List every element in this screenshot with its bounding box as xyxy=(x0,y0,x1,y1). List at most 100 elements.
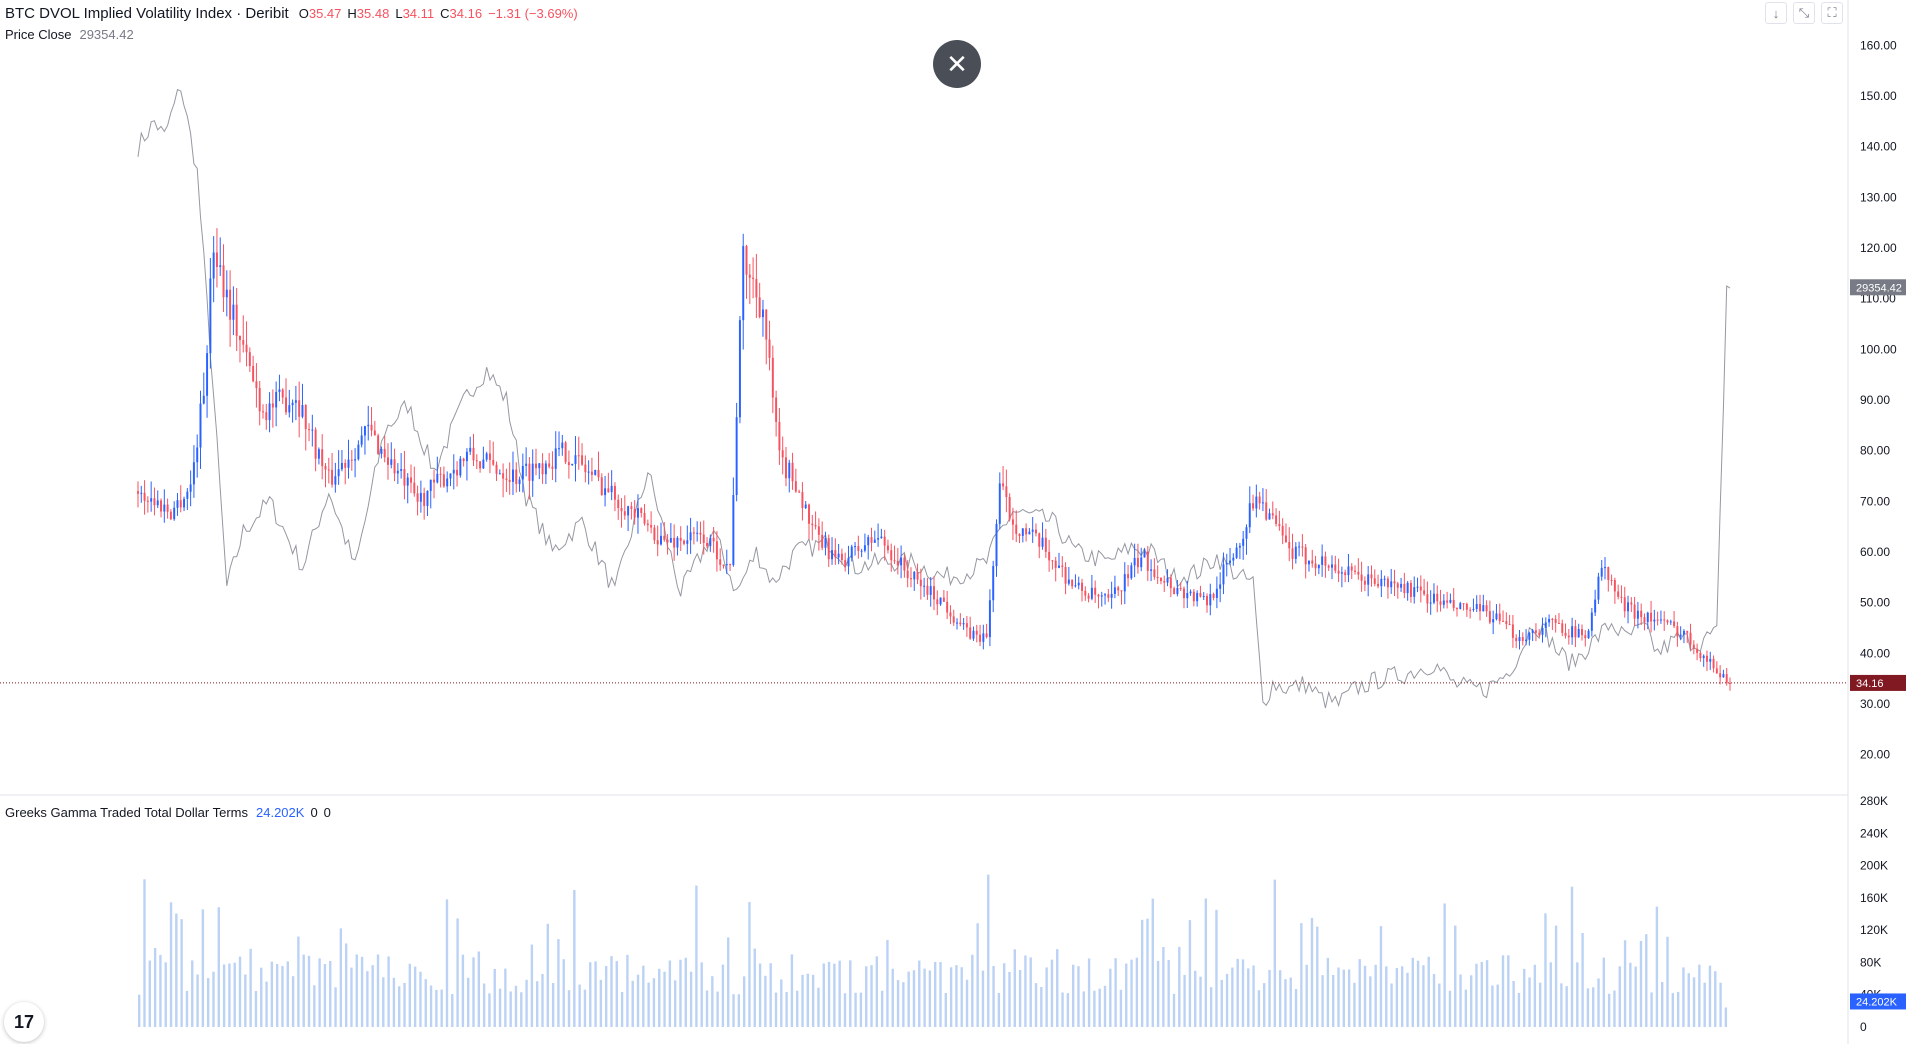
candle-body xyxy=(212,252,215,279)
candle xyxy=(886,539,889,554)
candle xyxy=(1232,553,1235,566)
candle-body xyxy=(1071,579,1074,587)
candle-body xyxy=(660,535,662,545)
candle-body xyxy=(1232,557,1235,561)
candle-body xyxy=(748,274,751,278)
candle-body xyxy=(281,389,284,398)
indicator-legend[interactable]: Greeks Gamma Traded Total Dollar Terms 24… xyxy=(5,805,331,820)
candle xyxy=(1449,593,1452,604)
tradingview-logo-icon[interactable]: 17 xyxy=(4,1002,44,1042)
candle-body xyxy=(554,448,557,469)
volume-bar xyxy=(843,993,847,1027)
candle-body xyxy=(1321,556,1324,565)
candle-body xyxy=(199,403,202,448)
volume-bar xyxy=(865,966,868,1027)
volume-bar xyxy=(1607,993,1611,1027)
candle xyxy=(1044,528,1047,558)
candle xyxy=(752,257,755,299)
volume-bar xyxy=(164,962,167,1027)
candle-body xyxy=(663,535,666,540)
candle xyxy=(1324,551,1327,578)
fullscreen-icon[interactable]: ⛶ xyxy=(1821,2,1843,24)
volume-bar xyxy=(1167,960,1170,1027)
candle xyxy=(1719,665,1722,685)
candle xyxy=(1291,533,1294,570)
candle-body xyxy=(288,405,291,413)
candle-body xyxy=(433,479,436,483)
candle-body xyxy=(1705,655,1708,662)
candle xyxy=(1143,548,1146,558)
candle xyxy=(1189,589,1192,596)
candle xyxy=(850,544,853,562)
volume-bar xyxy=(811,974,815,1027)
volume-bar xyxy=(1013,949,1016,1027)
volume-bar xyxy=(1618,966,1621,1027)
candle xyxy=(1613,577,1616,604)
candle xyxy=(669,522,672,543)
candle xyxy=(844,552,847,572)
candle xyxy=(1617,584,1620,600)
candle-body xyxy=(742,246,745,321)
volume-tick-label: 160K xyxy=(1860,891,1888,905)
candle xyxy=(1011,507,1014,541)
candle-body xyxy=(1442,600,1445,605)
volume-bar xyxy=(1581,932,1584,1027)
volume-bar xyxy=(1385,966,1388,1027)
candle xyxy=(1574,619,1577,648)
candle-body xyxy=(1564,632,1567,636)
candle-body xyxy=(196,447,199,463)
candle-body xyxy=(574,455,577,464)
candle xyxy=(801,482,804,521)
candle-body xyxy=(304,405,307,430)
volume-bar xyxy=(249,948,252,1027)
volume-bar xyxy=(1247,968,1250,1027)
overlay-price-badge: 29354.42 xyxy=(1850,279,1906,296)
candle xyxy=(840,548,843,565)
candle-body xyxy=(1646,612,1649,623)
close-icon[interactable]: ✕ xyxy=(933,40,981,88)
candle-body xyxy=(1074,585,1077,587)
candle-body xyxy=(1094,587,1097,595)
candle-body xyxy=(1386,578,1389,588)
candle xyxy=(1238,542,1241,560)
candle xyxy=(229,270,232,347)
candle-body xyxy=(1617,591,1620,597)
candle xyxy=(1268,508,1271,520)
price-pane xyxy=(0,88,1848,796)
candle-body xyxy=(1511,624,1514,638)
candle xyxy=(742,233,745,350)
overlay-legend[interactable]: Price Close 29354.42 xyxy=(5,27,134,42)
candle-body xyxy=(913,571,916,580)
arrow-down-icon[interactable]: ↓ xyxy=(1765,2,1787,24)
candle xyxy=(1127,565,1130,587)
collapse-icon[interactable]: ⤡ xyxy=(1793,2,1815,24)
candle-body xyxy=(1627,602,1630,612)
candle xyxy=(1426,581,1429,613)
candle xyxy=(1363,576,1366,592)
volume-bar xyxy=(143,879,146,1027)
candle-body xyxy=(245,344,248,353)
volume-bar xyxy=(1316,926,1319,1027)
candle-body xyxy=(1400,583,1403,588)
volume-bar xyxy=(1135,957,1139,1027)
candle xyxy=(1077,576,1080,590)
candle-body xyxy=(1153,569,1156,577)
volume-bar xyxy=(1119,989,1123,1027)
candle xyxy=(1590,607,1593,637)
candle-body xyxy=(442,474,445,487)
candle xyxy=(1275,508,1278,527)
candle xyxy=(160,498,163,518)
candle xyxy=(502,463,505,498)
volume-bar xyxy=(557,939,560,1027)
candle-body xyxy=(1465,603,1468,610)
candle xyxy=(1607,566,1610,592)
candle xyxy=(1071,579,1074,590)
candle xyxy=(1492,610,1495,635)
candle-body xyxy=(1505,621,1508,625)
candle xyxy=(156,490,159,509)
candle-body xyxy=(975,630,978,635)
candle-body xyxy=(314,429,317,459)
candle xyxy=(1393,569,1396,597)
candle xyxy=(423,487,426,520)
